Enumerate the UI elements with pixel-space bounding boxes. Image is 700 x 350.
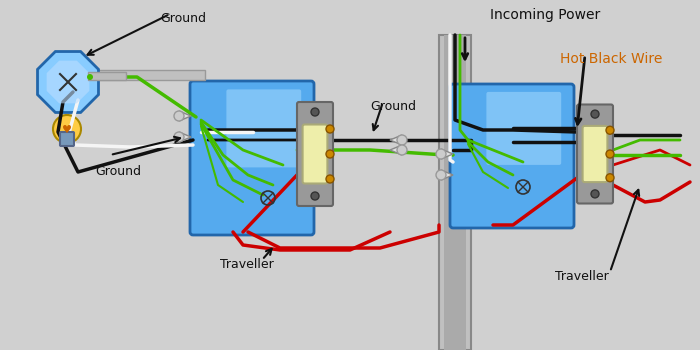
Circle shape: [174, 132, 184, 142]
Polygon shape: [390, 145, 402, 155]
Circle shape: [87, 74, 93, 80]
Circle shape: [311, 108, 319, 116]
Text: Traveller: Traveller: [555, 270, 609, 283]
Circle shape: [174, 111, 184, 121]
Polygon shape: [47, 61, 90, 103]
Text: Hot Black Wire: Hot Black Wire: [560, 52, 662, 66]
FancyBboxPatch shape: [297, 102, 333, 206]
Polygon shape: [441, 170, 453, 180]
FancyBboxPatch shape: [450, 84, 574, 228]
FancyBboxPatch shape: [90, 70, 205, 80]
FancyBboxPatch shape: [444, 35, 466, 350]
FancyBboxPatch shape: [577, 105, 613, 203]
Polygon shape: [390, 135, 402, 145]
Circle shape: [311, 192, 319, 200]
Text: Incoming Power: Incoming Power: [490, 8, 601, 22]
FancyBboxPatch shape: [302, 125, 328, 183]
FancyBboxPatch shape: [439, 35, 471, 350]
Circle shape: [606, 150, 614, 158]
Circle shape: [326, 175, 334, 183]
Circle shape: [436, 149, 446, 159]
Polygon shape: [38, 51, 99, 112]
Polygon shape: [179, 132, 191, 142]
Circle shape: [591, 110, 599, 118]
FancyBboxPatch shape: [60, 132, 74, 146]
Circle shape: [326, 150, 334, 158]
FancyBboxPatch shape: [226, 89, 301, 167]
Circle shape: [397, 145, 407, 155]
Text: ♥: ♥: [62, 125, 72, 135]
FancyBboxPatch shape: [582, 126, 608, 182]
Text: Ground: Ground: [160, 12, 206, 25]
Text: Ground: Ground: [95, 165, 141, 178]
Text: Traveller: Traveller: [220, 258, 274, 271]
Polygon shape: [179, 111, 191, 121]
Circle shape: [326, 125, 334, 133]
Circle shape: [53, 115, 81, 143]
Circle shape: [397, 135, 407, 145]
Circle shape: [606, 126, 614, 134]
FancyBboxPatch shape: [486, 92, 561, 165]
Circle shape: [591, 190, 599, 198]
FancyBboxPatch shape: [88, 72, 126, 80]
Circle shape: [606, 174, 614, 182]
Circle shape: [436, 170, 446, 180]
Text: Ground: Ground: [370, 100, 416, 113]
FancyBboxPatch shape: [190, 81, 314, 235]
Polygon shape: [441, 149, 453, 159]
